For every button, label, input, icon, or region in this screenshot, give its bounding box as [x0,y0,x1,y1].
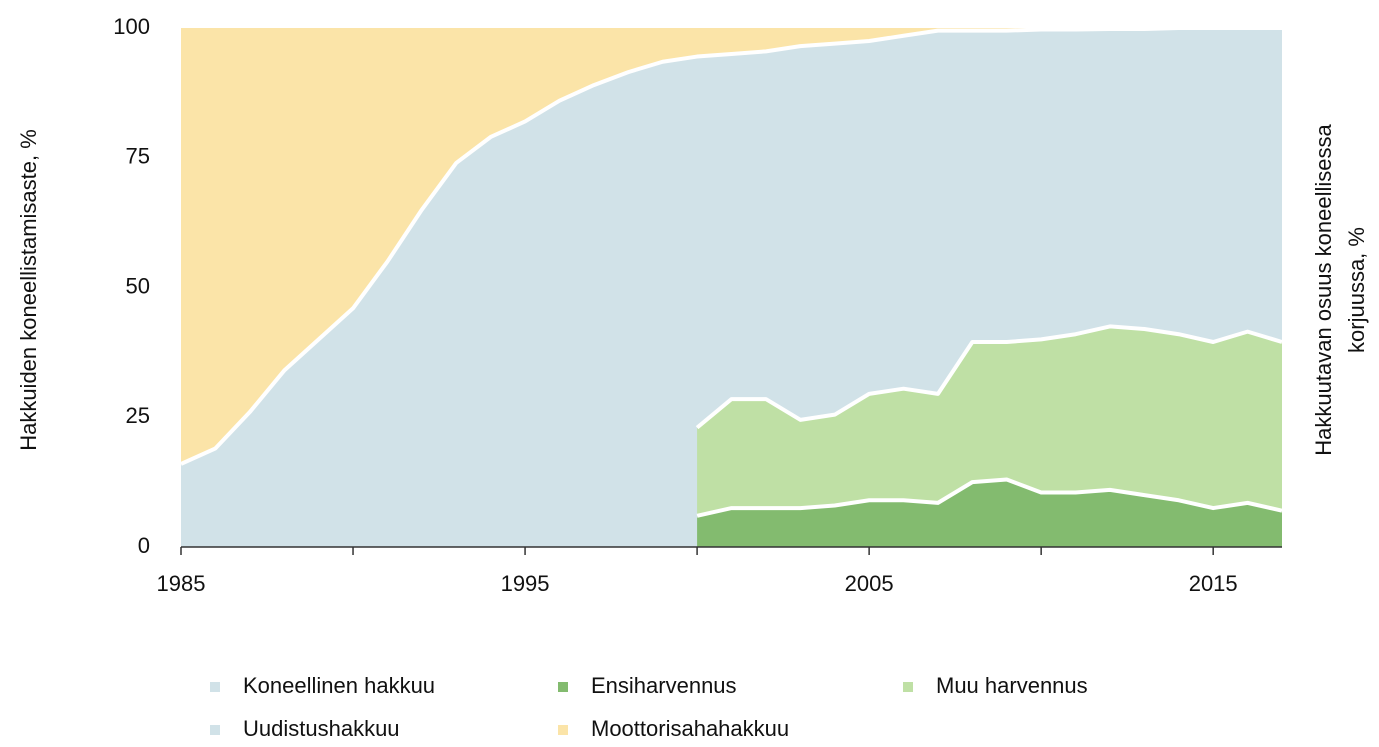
legend-label: Ensiharvennus [591,673,737,698]
y-tick-label: 25 [126,403,150,428]
area-edge [696,477,1283,518]
legend-label: Muu harvennus [936,673,1088,698]
legend-marker [210,682,220,692]
legend-label: Uudistushakkuu [243,716,400,741]
legend-label: Moottorisahahakkuu [591,716,789,741]
legend-label: Koneellinen hakkuu [243,673,435,698]
x-tick-label: 1995 [501,571,550,596]
x-tick-label: 2005 [845,571,894,596]
y-tick-label: 50 [126,273,150,298]
legend-marker [903,682,913,692]
y-axis-label: Hakkuiden koneellistamisaste, % [16,129,41,451]
y-tick-label: 100 [113,14,150,39]
area [181,28,1282,464]
y2-axis-label: Hakkuutavan osuus koneellisessa [1311,124,1336,456]
y2-axis-label: korjuussa, % [1344,227,1369,353]
y-tick-label: 0 [138,533,150,558]
area [697,479,1282,547]
legend-marker [558,725,568,735]
legend-marker [210,725,220,735]
x-tick-label: 2015 [1189,571,1238,596]
area [697,326,1282,516]
y-tick-label: 75 [126,144,150,169]
area-edge [180,26,1282,466]
x-tick-label: 1985 [157,571,206,596]
area-edge [695,324,1283,430]
legend-marker [558,682,568,692]
